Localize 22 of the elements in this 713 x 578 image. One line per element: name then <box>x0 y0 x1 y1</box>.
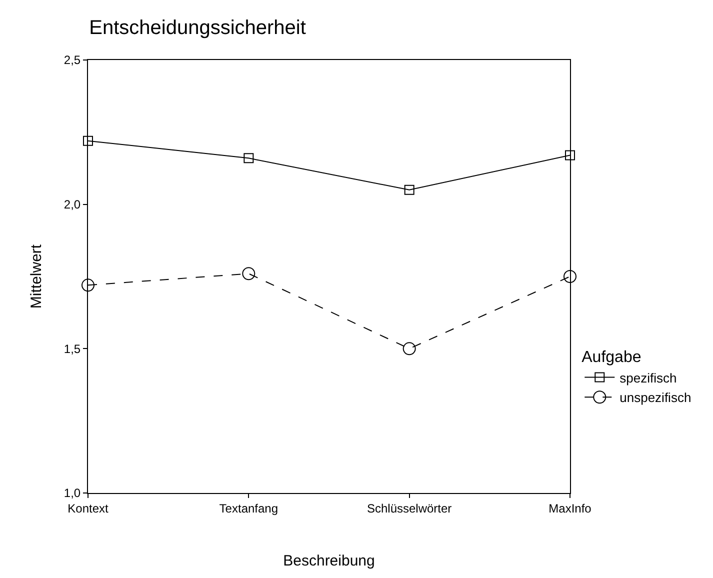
x-tick-label: MaxInfo <box>548 501 592 516</box>
point <box>82 278 94 292</box>
y-tick-label: 2,5 <box>64 53 81 68</box>
y-axis-title: Mittelwert <box>28 244 46 309</box>
point <box>565 150 575 160</box>
x-tick-label: Schlüsselwörter <box>366 501 452 516</box>
point <box>244 153 254 164</box>
legend-title: Aufgabe <box>582 349 642 366</box>
legend-label: unspezifisch <box>620 390 692 406</box>
x-tick-label: Textanfang <box>219 501 278 516</box>
point <box>404 184 414 195</box>
y-tick-label: 1,0 <box>64 486 81 500</box>
point <box>83 136 93 146</box>
point <box>402 342 416 356</box>
y-tick-label: 2,0 <box>64 198 81 212</box>
legend-label: spezifisch <box>620 370 677 386</box>
y-tick-label: 1,5 <box>64 342 81 356</box>
point <box>564 270 576 283</box>
point <box>242 267 256 280</box>
chart-title: Entscheidungssicherheit <box>89 17 306 40</box>
x-tick-label: Kontext <box>68 501 110 516</box>
x-axis-title: Beschreibung <box>283 552 375 570</box>
